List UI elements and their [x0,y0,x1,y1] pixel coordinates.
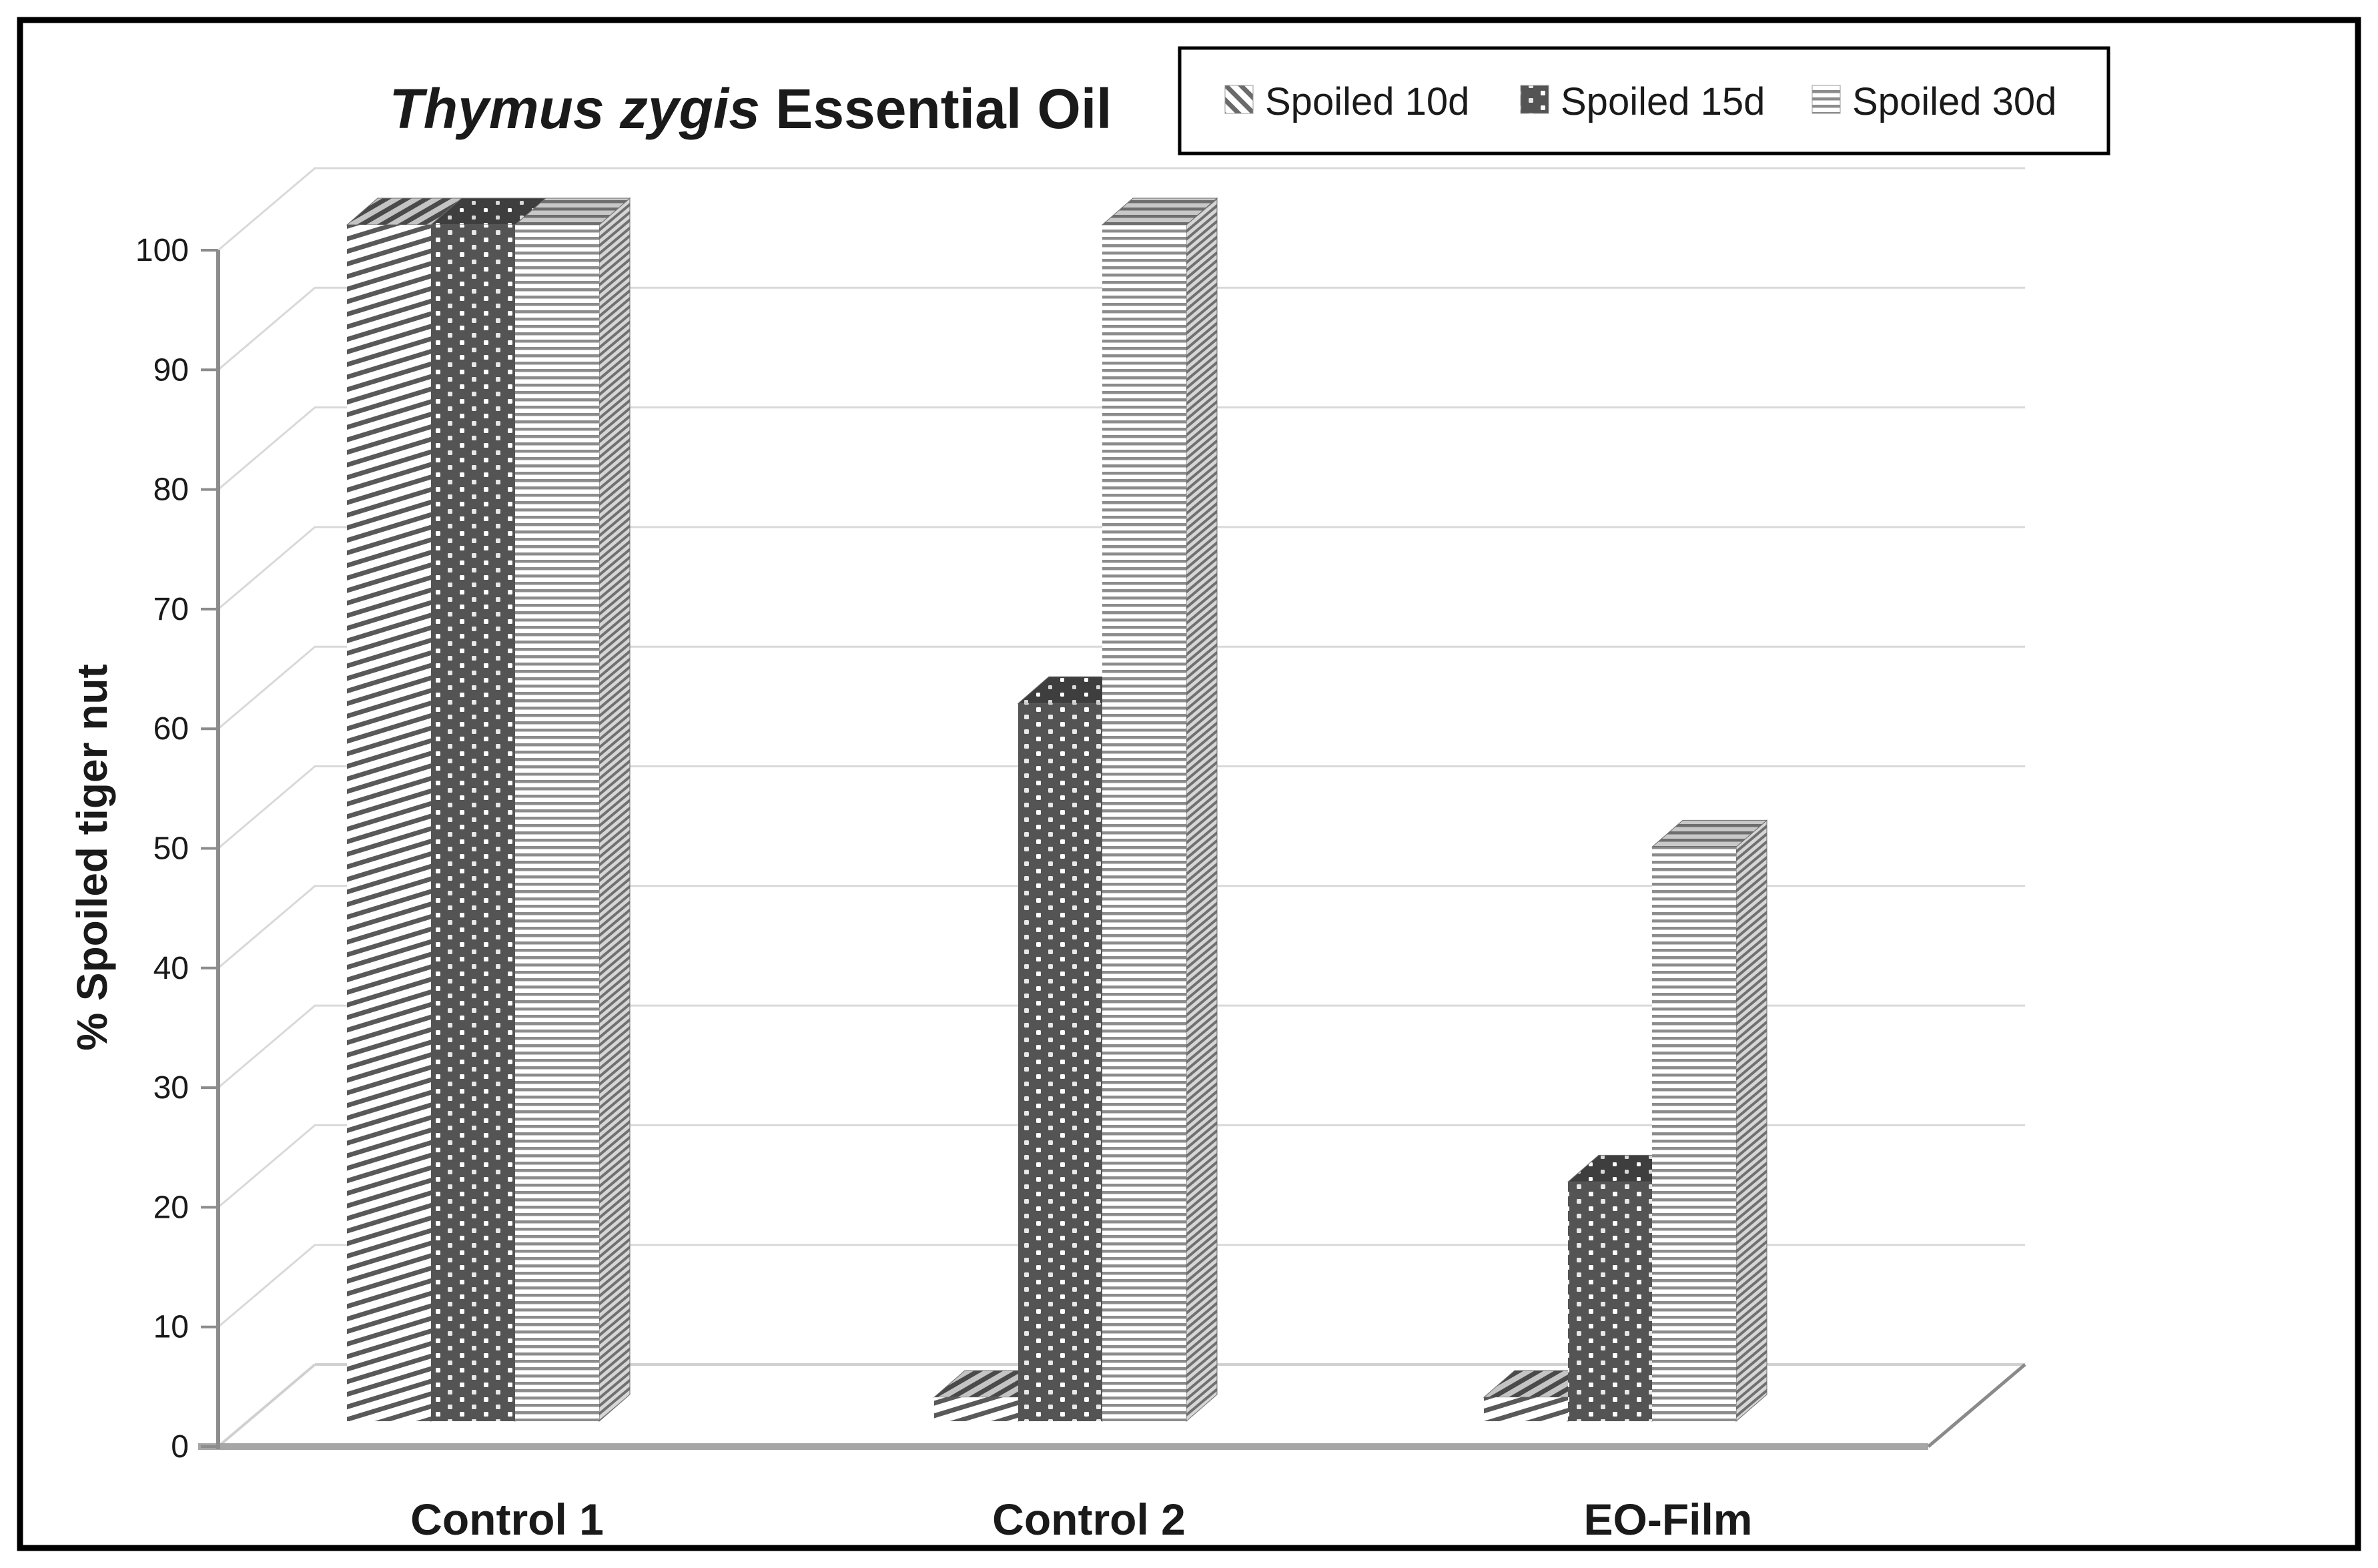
floor-left-edge [217,1363,316,1448]
chart-title-rest: Essential Oil [760,77,1112,140]
chart-title-species: Thymus zygis [389,77,759,140]
legend-swatch-icon [1520,85,1549,114]
y-axis-tick-label: 30 [153,1070,189,1106]
gridline [218,1244,2025,1328]
y-axis-tick-label: 90 [153,352,189,388]
gridline [218,765,2025,849]
bar-group-control-2 [933,197,1218,1423]
floor-right-edge [1927,1363,2026,1448]
y-axis-tick-label: 80 [153,472,189,508]
gridline [218,885,2025,969]
gridline [218,645,2025,730]
y-axis [201,249,220,1449]
y-axis-tick-label: 20 [153,1190,189,1225]
bar-spoiled-30d-control-2 [1102,225,1186,1421]
gridline [218,526,2025,611]
category-label-eo-film: EO-Film [1583,1495,1752,1544]
gridline [218,1004,2025,1089]
category-label-control-1: Control 1 [410,1495,604,1544]
category-label-control-2: Control 2 [992,1495,1186,1544]
bar-spoiled-30d-control-1-side [599,197,631,1423]
legend-item: Spoiled 10d [1224,80,1469,123]
bar-spoiled-30d-control-1 [515,225,599,1421]
gridline [218,406,2025,490]
bar-group-eo-film [1483,819,1768,1423]
y-axis-tick-label: 70 [153,592,189,627]
y-axis-tick-label: 10 [153,1310,189,1345]
y-axis-tick-label: 60 [153,711,189,747]
bar-spoiled-15d-control-2 [1018,703,1102,1421]
y-axis-tick-label: 50 [153,831,189,867]
y-axis-tick-label: 40 [153,951,189,986]
bar-spoiled-15d-control-1 [431,225,515,1421]
chart-title: Thymus zygis Essential Oil [389,77,1112,140]
bar-spoiled-15d-eo-film [1568,1182,1652,1421]
gridline [218,286,2025,371]
gridline [218,1124,2025,1208]
legend-label: Spoiled 30d [1852,80,2056,123]
bar-spoiled-30d-control-2-side [1186,197,1218,1423]
y-axis-tick-label: 0 [171,1429,189,1465]
bars [346,197,1768,1423]
bar-spoiled-30d-eo-film [1652,847,1736,1421]
y-axis-tick-labels: 0 10 20 30 40 50 60 70 80 90 100 [135,233,189,1465]
legend-item: Spoiled 15d [1520,80,1765,123]
y-axis-tick-label: 100 [135,233,189,268]
legend: Spoiled 10d Spoiled 15d Spoiled 30d [1178,46,2110,155]
legend-swatch-icon [1812,85,1841,114]
bar-group-control-1 [346,197,631,1423]
legend-label: Spoiled 10d [1265,80,1469,123]
legend-swatch-icon [1224,85,1254,114]
bar-spoiled-30d-eo-film-side [1735,819,1767,1423]
gridlines [218,167,2025,1328]
y-axis-title: % Spoiled tiger nut [68,664,116,1051]
gridline [218,167,2025,252]
legend-item: Spoiled 30d [1812,80,2056,123]
bar-spoiled-10d-control-1 [347,225,431,1421]
bar-spoiled-10d-control-2 [934,1397,1018,1421]
legend-box [1178,46,2110,155]
category-labels: Control 1 Control 2 EO-Film [410,1495,1752,1544]
legend-label: Spoiled 15d [1561,80,1765,123]
bar-spoiled-10d-eo-film [1484,1397,1568,1421]
